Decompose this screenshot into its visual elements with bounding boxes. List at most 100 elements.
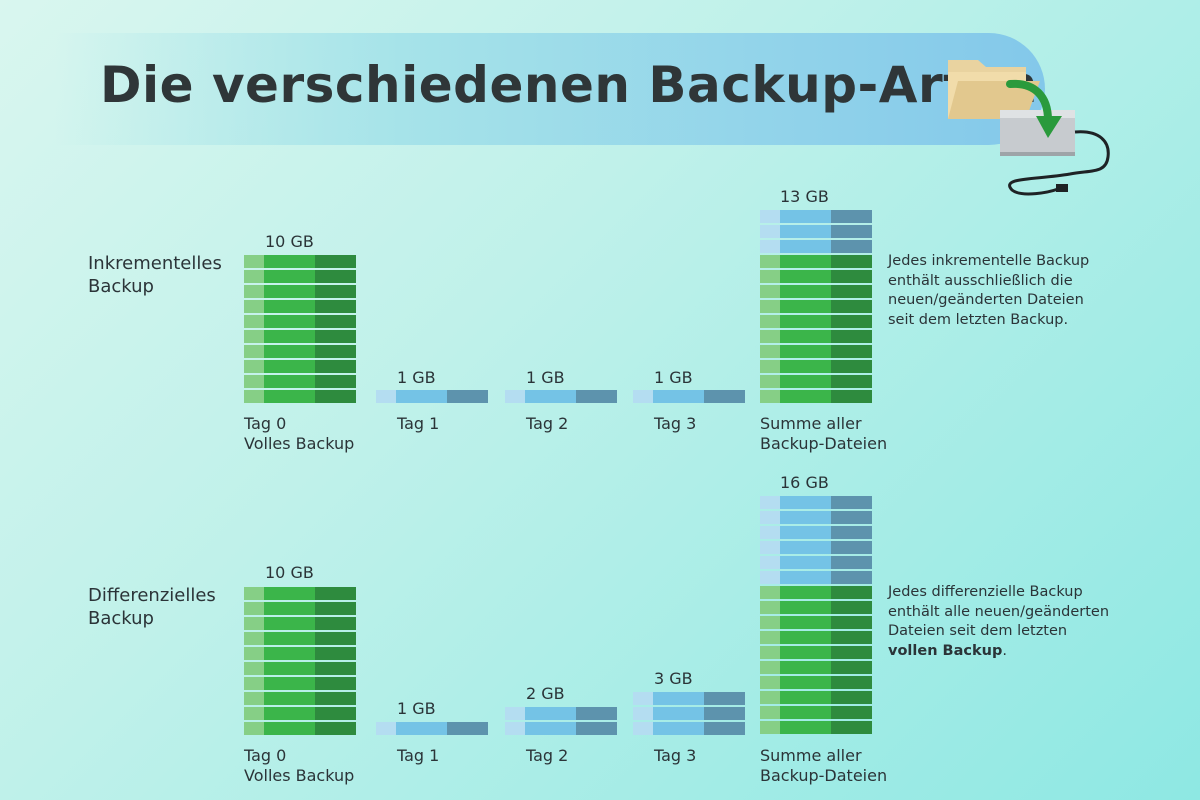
full-backup-block: [244, 662, 356, 675]
block-segment: [653, 390, 704, 403]
block-segment: [780, 631, 831, 644]
full-backup-block: [244, 375, 356, 388]
full-backup-block: [244, 300, 356, 313]
block-segment: [780, 375, 831, 388]
block-segment: [760, 225, 780, 238]
incremental-data-block: [376, 722, 488, 735]
stack-tag1: [376, 722, 488, 737]
block-segment: [244, 722, 264, 735]
block-segment: [704, 390, 745, 403]
block-segment: [633, 707, 653, 720]
block-segment: [244, 390, 264, 403]
block-segment: [780, 255, 831, 268]
block-segment: [244, 602, 264, 615]
block-segment: [760, 721, 780, 734]
block-segment: [831, 646, 872, 659]
full-backup-block: [244, 602, 356, 615]
block-segment: [244, 662, 264, 675]
folder-to-drive-backup-icon: [948, 60, 1110, 196]
block-segment: [831, 345, 872, 358]
incremental-data-block: [760, 496, 872, 509]
block-segment: [264, 255, 315, 268]
block-segment: [780, 541, 831, 554]
block-segment: [525, 707, 576, 720]
bar-value: 10 GB: [265, 563, 314, 582]
bar-value: 16 GB: [780, 473, 829, 492]
block-segment: [831, 571, 872, 584]
bar-value: 1 GB: [397, 699, 436, 718]
block-segment: [447, 722, 488, 735]
block-segment: [315, 722, 356, 735]
full-backup-block: [760, 586, 872, 599]
full-backup-block: [760, 375, 872, 388]
block-segment: [831, 586, 872, 599]
block-segment: [244, 270, 264, 283]
block-segment: [760, 300, 780, 313]
block-segment: [315, 270, 356, 283]
block-segment: [244, 647, 264, 660]
block-segment: [264, 270, 315, 283]
block-segment: [315, 255, 356, 268]
full-backup-block: [760, 616, 872, 629]
block-segment: [396, 722, 447, 735]
block-segment: [244, 255, 264, 268]
block-segment: [831, 676, 872, 689]
block-segment: [315, 692, 356, 705]
bar-label: Tag 0 Volles Backup: [244, 414, 354, 454]
description-line: enthält ausschließlich die: [888, 272, 1073, 289]
block-segment: [244, 692, 264, 705]
incremental-data-block: [505, 390, 617, 403]
block-segment: [315, 285, 356, 298]
block-segment: [780, 526, 831, 539]
full-backup-block: [244, 647, 356, 660]
full-backup-block: [760, 330, 872, 343]
block-segment: [264, 707, 315, 720]
block-segment: [244, 330, 264, 343]
block-segment: [780, 390, 831, 403]
block-segment: [760, 601, 780, 614]
description-bold: vollen Backup: [888, 642, 1003, 659]
block-segment: [244, 315, 264, 328]
block-segment: [633, 692, 653, 705]
bar-value: 10 GB: [265, 232, 314, 251]
block-segment: [244, 707, 264, 720]
block-segment: [244, 617, 264, 630]
block-segment: [780, 315, 831, 328]
stack-tag2: [505, 707, 617, 737]
block-segment: [831, 375, 872, 388]
bar-label: Summe aller Backup-Dateien: [760, 746, 887, 786]
incremental-data-block: [376, 390, 488, 403]
block-segment: [264, 632, 315, 645]
block-segment: [760, 541, 780, 554]
block-segment: [315, 345, 356, 358]
block-segment: [780, 240, 831, 253]
bar-label-line: Backup-Dateien: [760, 766, 888, 785]
block-segment: [780, 616, 831, 629]
stack-total: [760, 210, 872, 405]
block-segment: [780, 210, 831, 223]
block-segment: [831, 601, 872, 614]
block-segment: [760, 586, 780, 599]
bar-label-line: Tag 0: [244, 746, 287, 765]
full-backup-block: [244, 255, 356, 268]
block-segment: [264, 692, 315, 705]
bar-label: Tag 2: [526, 414, 569, 433]
block-segment: [760, 526, 780, 539]
full-backup-block: [760, 706, 872, 719]
bar-value: 1 GB: [526, 368, 565, 387]
full-backup-block: [244, 722, 356, 735]
block-segment: [831, 721, 872, 734]
full-backup-block: [760, 360, 872, 373]
block-segment: [264, 647, 315, 660]
block-segment: [831, 390, 872, 403]
full-backup-block: [760, 285, 872, 298]
bar-label: Tag 3: [654, 746, 697, 765]
block-segment: [760, 661, 780, 674]
block-segment: [704, 722, 745, 735]
incremental-data-block: [760, 240, 872, 253]
block-segment: [780, 661, 831, 674]
block-segment: [831, 360, 872, 373]
block-segment: [315, 617, 356, 630]
block-segment: [315, 390, 356, 403]
block-segment: [653, 707, 704, 720]
